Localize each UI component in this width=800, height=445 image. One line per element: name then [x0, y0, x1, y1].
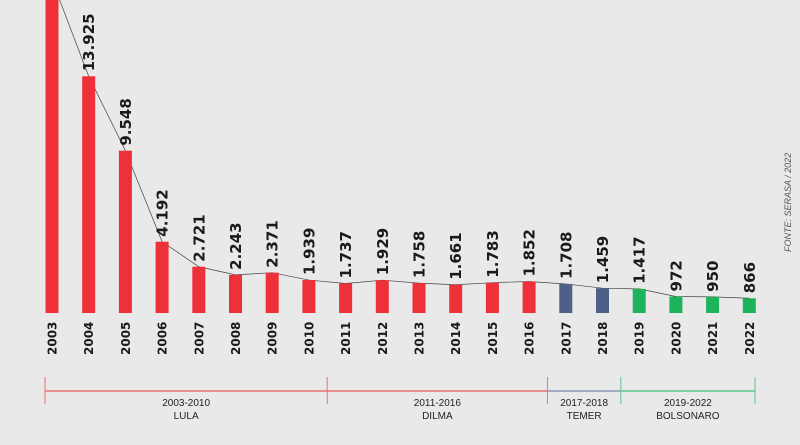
value-label-2006: 4.192 — [154, 189, 172, 236]
bar-2007 — [192, 266, 206, 313]
value-label-2005: 9.548 — [117, 98, 135, 145]
period-name-lula: LULA — [174, 411, 199, 422]
year-label-2007: 2007 — [192, 322, 206, 355]
value-label-2014: 1.661 — [447, 232, 465, 279]
value-label-2021: 950 — [704, 261, 722, 292]
period-years-lula: 2003-2010 — [162, 398, 210, 409]
bar-2015 — [485, 282, 499, 313]
bar-2011 — [339, 283, 353, 313]
value-label-2013: 1.758 — [411, 231, 429, 278]
value-label-2018: 1.459 — [594, 236, 612, 283]
period-name-dilma: DILMA — [422, 411, 453, 422]
year-label-2013: 2013 — [413, 322, 427, 355]
bar-2020 — [669, 296, 683, 313]
period-name-bolsonaro: BOLSONARO — [656, 411, 720, 422]
period-years-bolsonaro: 2019-2022 — [664, 398, 712, 409]
bar-2021 — [706, 296, 720, 313]
bar-2018 — [596, 288, 609, 313]
value-label-2022: 866 — [741, 262, 759, 293]
bar-2010 — [302, 280, 316, 313]
year-label-2018: 2018 — [596, 322, 610, 355]
period-years-dilma: 2011-2016 — [414, 398, 462, 409]
bar-2009 — [265, 272, 279, 313]
value-label-2004: 13.925 — [80, 13, 98, 71]
bar-2003 — [45, 0, 59, 313]
year-label-2021: 2021 — [706, 322, 720, 355]
value-label-2016: 1.852 — [521, 229, 539, 276]
value-label-2012: 1.929 — [374, 228, 392, 275]
value-label-2009: 2.371 — [264, 220, 282, 267]
value-label-2008: 2.243 — [227, 222, 245, 269]
bar-2019 — [632, 288, 646, 313]
bar-2006 — [155, 241, 169, 313]
year-label-2009: 2009 — [266, 322, 280, 355]
year-label-2012: 2012 — [376, 322, 390, 355]
value-label-2020: 972 — [667, 260, 685, 291]
source-note: FONTE: SERASA / 2022 — [783, 152, 793, 252]
year-label-2008: 2008 — [229, 322, 243, 355]
year-label-2014: 2014 — [449, 322, 463, 355]
year-label-2010: 2010 — [302, 322, 316, 355]
value-label-2017: 1.708 — [557, 232, 575, 279]
value-label-2019: 1.417 — [631, 236, 649, 283]
year-label-2011: 2011 — [339, 322, 353, 355]
value-label-2015: 1.783 — [484, 230, 502, 277]
year-label-2005: 2005 — [119, 322, 133, 355]
year-label-2020: 2020 — [669, 322, 683, 355]
bar-2012 — [375, 280, 389, 313]
period-name-temer: TEMER — [567, 411, 602, 422]
year-label-2003: 2003 — [46, 322, 60, 355]
year-label-2015: 2015 — [486, 322, 500, 355]
year-label-2004: 2004 — [82, 322, 96, 355]
bar-2017 — [559, 283, 573, 313]
year-label-2017: 2017 — [559, 322, 573, 355]
bar-2004 — [82, 76, 96, 314]
period-years-temer: 2017-2018 — [560, 398, 608, 409]
value-label-2011: 1.737 — [337, 231, 355, 278]
bar-2013 — [412, 283, 426, 313]
bar-2008 — [229, 274, 242, 313]
year-label-2006: 2006 — [156, 322, 170, 355]
value-label-2010: 1.939 — [300, 228, 318, 275]
bar-2005 — [118, 150, 132, 313]
value-label-2007: 2.721 — [190, 214, 208, 261]
year-label-2019: 2019 — [633, 322, 647, 355]
bar-2022 — [742, 298, 756, 313]
year-label-2016: 2016 — [523, 322, 537, 355]
bar-2014 — [449, 284, 463, 313]
year-label-2022: 2022 — [743, 322, 757, 355]
bar-2016 — [522, 281, 536, 313]
